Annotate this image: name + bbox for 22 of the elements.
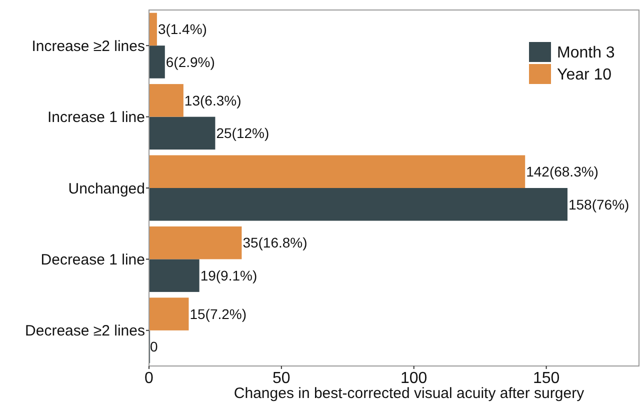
data-label: 25(12%) [216,125,270,142]
x-axis-title: Changes in best-corrected visual acuity after surgery [234,385,585,402]
y-tick-label: Unchanged [68,180,145,198]
x-tick-label: 0 [144,370,154,387]
data-label: 0 [150,338,158,355]
data-label: 142(68.3%) [526,164,598,180]
data-label: 158(76%) [568,196,630,212]
data-label: 3(1.4%) [158,21,207,38]
y-tick-label: Increase ≥2 lines [32,38,145,55]
legend-label: Month 3 [557,44,615,62]
data-label: 19(9.1%) [200,267,258,284]
data-label: 13(6.3%) [184,92,242,108]
data-label: 6(2.9%) [166,54,215,70]
data-label: 15(7.2%) [190,306,247,322]
data-label: 35(16.8%) [242,234,308,251]
x-tick-label: 150 [532,370,560,387]
x-tick-label: 100 [400,370,428,387]
legend-label: Year 10 [557,66,612,84]
x-tick-label: 50 [272,370,290,387]
y-tick-label: Increase 1 line [47,109,145,126]
y-tick-label: Decrease ≥2 lines [25,322,145,340]
y-tick-label: Decrease 1 line [40,251,145,268]
